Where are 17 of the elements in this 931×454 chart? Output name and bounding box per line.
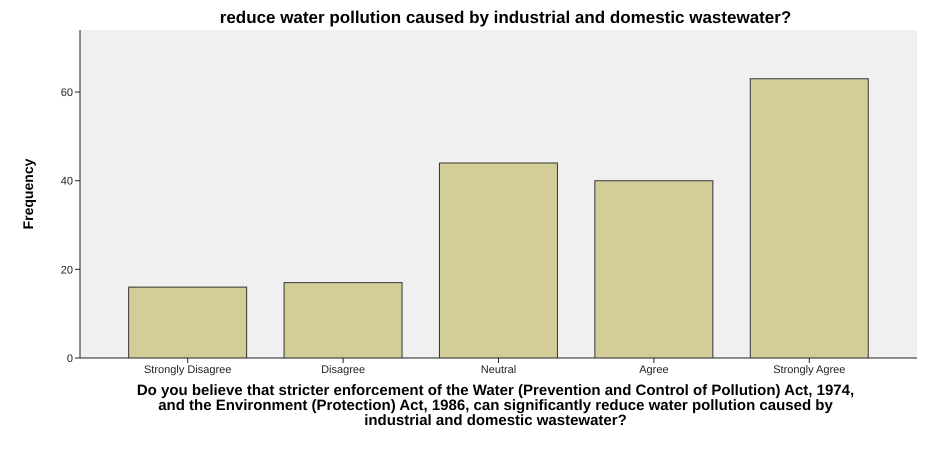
bar [128, 286, 248, 358]
bar [438, 162, 558, 358]
y-tick-label: 0 [66, 352, 73, 365]
bar [284, 282, 403, 358]
chart-title: reduce water pollution caused by industrial and domestic wastewater? [218, 8, 792, 28]
x-tick-label: Strongly Agree [773, 364, 846, 376]
x-tick-label: Agree [639, 364, 669, 376]
y-tick-label: 40 [60, 176, 73, 188]
x-tick-label: Strongly Disagree [144, 364, 232, 376]
y-tick-label: 20 [60, 264, 73, 276]
x-axis-title: Do you believe that stricter enforcement of the Water (Prevention and Control of Pollution) Act, 1974, and the Environment (Protection) Act, 1986, can significantly reduce water pollution caused by industrial and domestic wastewater? [136, 382, 856, 429]
bar [594, 180, 714, 358]
y-tick-label: 60 [60, 86, 73, 99]
x-tick-label: Disagree [321, 364, 366, 376]
y-axis-title: Frequency [20, 158, 36, 230]
x-tick-label: Neutral [480, 364, 516, 376]
bar [750, 78, 869, 358]
